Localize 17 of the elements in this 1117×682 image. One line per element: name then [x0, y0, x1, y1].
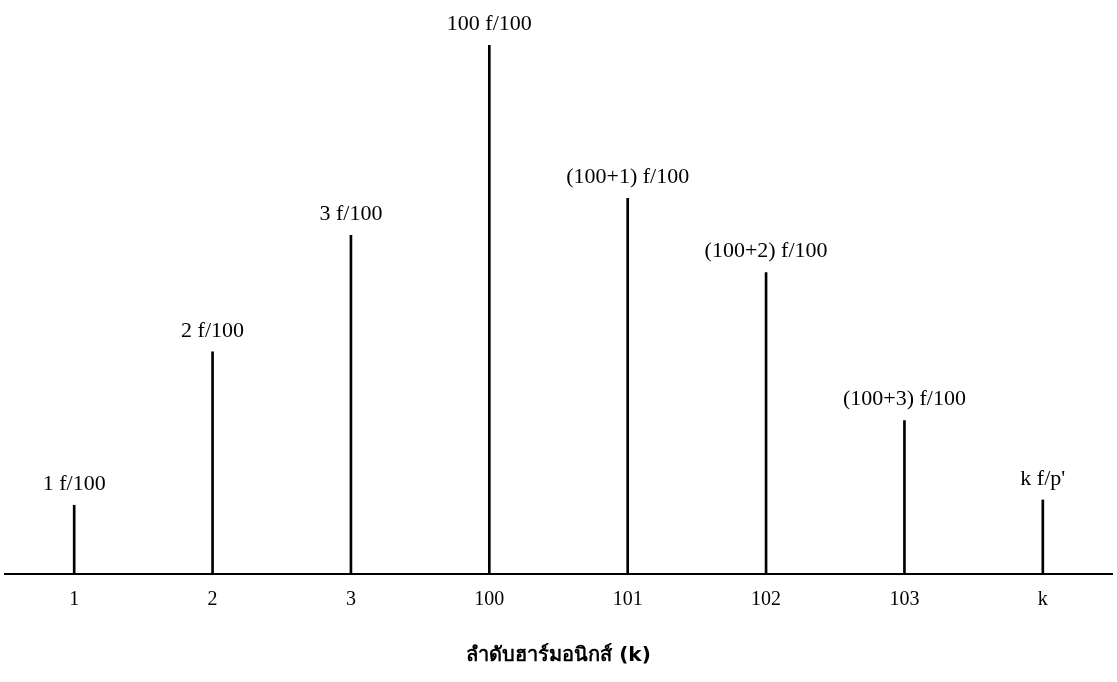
x-tick-label: 101 — [612, 587, 643, 610]
x-tick-label: 100 — [474, 587, 505, 610]
x-tick-label: 103 — [889, 587, 920, 610]
x-tick-label: k — [1037, 587, 1048, 610]
annotation: (100+1) f/100 — [566, 163, 690, 189]
annotation: (100+3) f/100 — [842, 385, 966, 411]
x-tick-label: 1 — [69, 587, 80, 610]
x-axis-title: ลำดับฮาร์มอนิกส์ (k) — [466, 642, 651, 667]
x-tick-label: 2 — [207, 587, 218, 610]
x-tick-label: 3 — [345, 587, 356, 610]
x-tick-label: 102 — [751, 587, 782, 610]
annotation: (100+2) f/100 — [704, 237, 828, 263]
annotation: 100 f/100 — [446, 9, 532, 35]
annotation: 2 f/100 — [181, 316, 245, 342]
annotation: 1 f/100 — [42, 470, 106, 496]
annotation: k f/p' — [1020, 464, 1066, 490]
annotation: 3 f/100 — [319, 200, 383, 226]
